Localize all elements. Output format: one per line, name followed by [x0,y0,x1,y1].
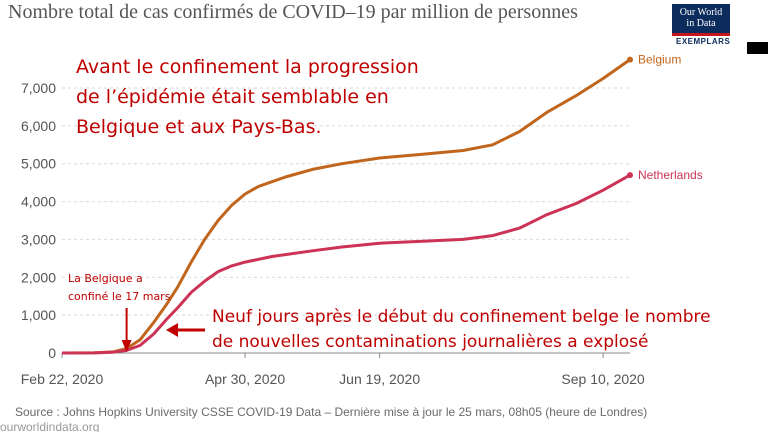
y-tick-label: 1,000 [21,307,56,323]
x-tick-label: Jun 19, 2020 [339,371,420,387]
y-tick-label: 0 [48,345,56,361]
series-label: Netherlands [638,168,703,182]
chart-title: Nombre total de cas confirmés de COVID–1… [8,1,578,23]
lockdown-arrow-head [121,340,132,352]
series-line-netherlands [61,173,631,355]
x-tick-label: Feb 22, 2020 [21,371,104,387]
y-tick-label: 6,000 [21,118,56,134]
annotation-top-line: Belgique et aux Pays-Bas. [76,116,322,138]
y-tick-label: 3,000 [21,231,56,247]
annotation-bottom-line: Neuf jours après le début du confinement… [212,307,711,327]
explosion-arrow-head [166,323,178,337]
y-tick-label: 2,000 [21,269,56,285]
annotation-top-line: de l’épidémie était semblable en [76,86,389,108]
slide-edge-bar [747,42,768,54]
annotation-lockdown-line: La Belgique a [68,272,143,285]
logo-underline [672,33,730,36]
x-axis: Feb 22, 2020 Apr 30, 2020 Jun 19, 2020 Sep … [21,352,645,387]
series-line-belgium [61,58,631,355]
y-tick-label: 5,000 [21,156,56,172]
x-tick-label: Sep 10, 2020 [561,371,645,387]
annotations: Avant le confinement la progression de l’… [68,56,711,352]
y-tick-label: 7,000 [21,80,56,96]
annotation-top-line: Avant le confinement la progression [76,56,419,78]
series-end-dot [627,56,633,63]
bottom-strip-text: ourworldindata.org [0,422,100,432]
series-end-dot [627,172,633,179]
series-label: Belgium [638,53,681,67]
x-tick-label: Apr 30, 2020 [205,371,285,387]
logo-text-line1: Our World [679,7,723,18]
y-tick-label: 4,000 [21,194,56,210]
y-axis-ticks: 0 1,000 2,000 3,000 4,000 5,000 6,000 7,000 [21,80,56,361]
series-lines: Belgium Netherlands [61,53,703,355]
exemplars-label: EXEMPLARS [676,37,731,46]
logo-text-line2: in Data [686,18,716,29]
annotation-bottom-line: de nouvelles contaminations journalières… [212,332,649,352]
owid-logo: Our World in Data [672,4,730,34]
bottom-strip: ourworldindata.org [0,422,768,432]
annotation-lockdown-line: confiné le 17 mars [68,290,171,303]
source-note: Source : Johns Hopkins University CSSE C… [15,405,648,419]
